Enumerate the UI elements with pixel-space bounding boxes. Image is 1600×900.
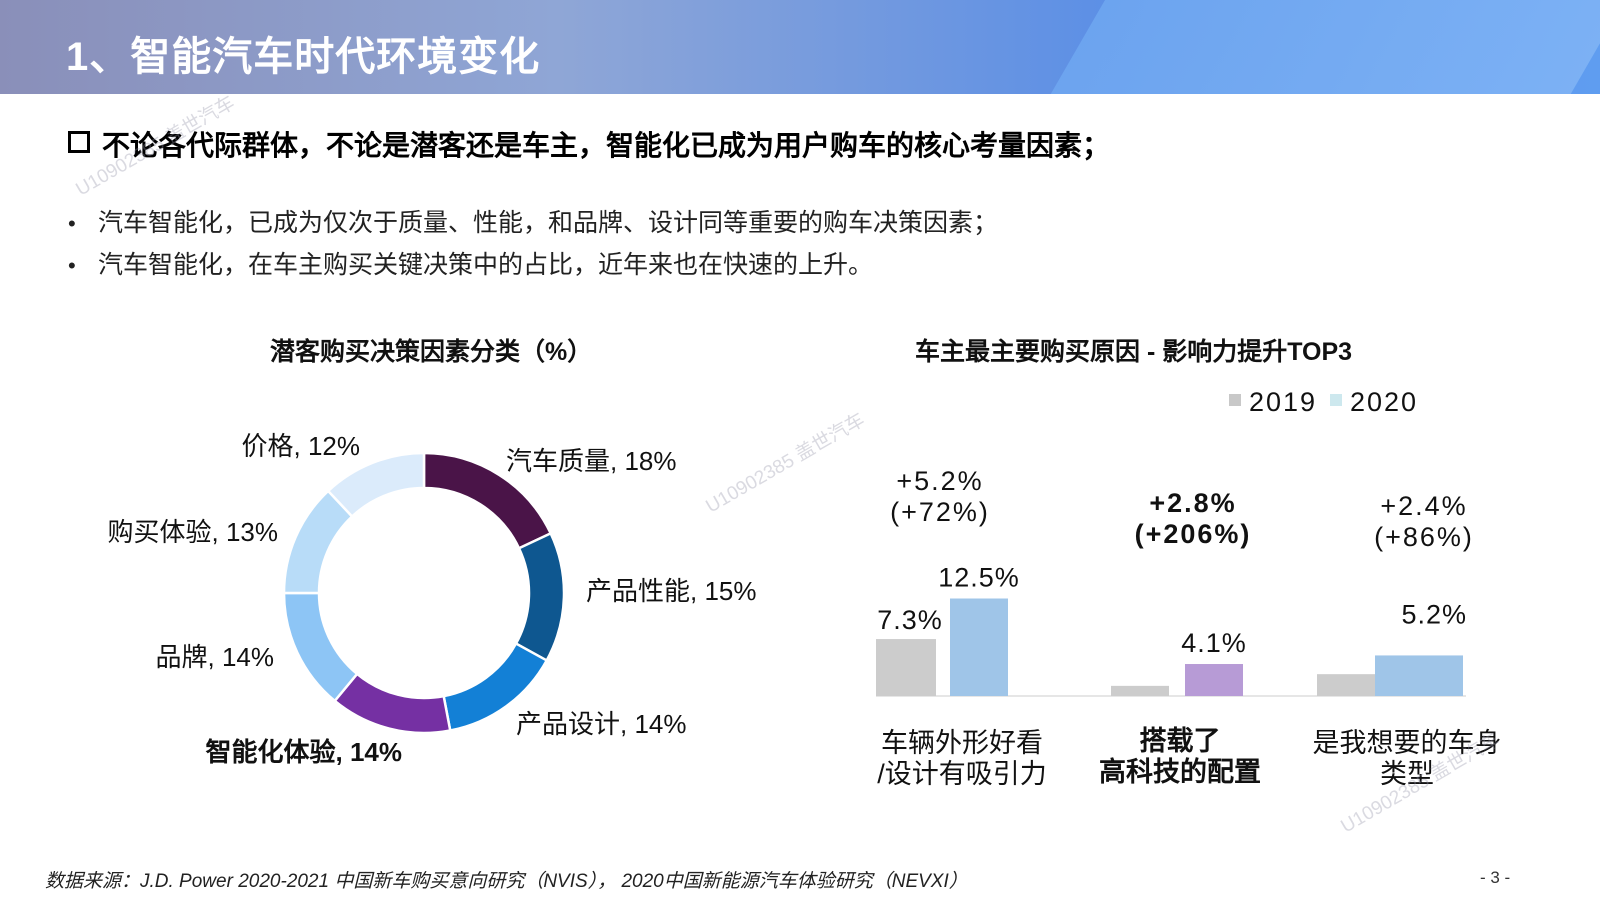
donut-slice-label: 产品设计, 14% bbox=[516, 709, 687, 739]
donut-slice bbox=[282, 591, 359, 703]
header-banner: 1、智能汽车时代环境变化 bbox=[0, 0, 1600, 94]
page-title: 1、智能汽车时代环境变化 bbox=[66, 35, 541, 79]
donut-slice bbox=[333, 672, 452, 735]
bar-2020 bbox=[1375, 655, 1463, 696]
bullet-item: • 汽车智能化，已成为仅次于质量、性能，和品牌、设计同等重要的购车决策因素； bbox=[68, 202, 998, 244]
category-label: /设计有吸引力 bbox=[877, 759, 1047, 789]
category-label: 类型 bbox=[1380, 759, 1434, 789]
category-label: 车辆外形好看 bbox=[881, 728, 1043, 758]
increase-label: (+86%) bbox=[1374, 522, 1474, 552]
legend-swatch-2020 bbox=[1330, 394, 1342, 406]
bar-2019 bbox=[1317, 674, 1377, 696]
bar-2020 bbox=[950, 598, 1008, 696]
donut-slice bbox=[326, 451, 426, 519]
bullet-dot-icon: • bbox=[68, 211, 76, 236]
donut-slice-label: 购买体验, 13% bbox=[108, 517, 279, 547]
source-note: 数据来源：J.D. Power 2020-2021 中国新车购买意向研究（NVI… bbox=[45, 871, 968, 892]
headline: 不论各代际群体，不论是潜客还是车主，智能化已成为用户购车的核心考量因素； bbox=[68, 124, 1110, 164]
bar-value-label: 5.2% bbox=[1401, 599, 1467, 629]
bullet-item: • 汽车智能化，在车主购买关键决策中的占比，近年来也在快速的上升。 bbox=[68, 244, 998, 286]
bar-value-label: 4.1% bbox=[1181, 628, 1247, 658]
bar-value-label: 12.5% bbox=[938, 563, 1020, 593]
donut-slice-label: 汽车质量, 18% bbox=[506, 446, 677, 476]
legend-label-2019: 2019 bbox=[1249, 387, 1317, 417]
bullet-text: 汽车智能化，在车主购买关键决策中的占比，近年来也在快速的上升。 bbox=[98, 251, 874, 279]
donut-slice bbox=[514, 531, 566, 663]
bar-2019 bbox=[876, 639, 936, 696]
increase-label: +5.2% bbox=[896, 466, 983, 496]
increase-label: +2.8% bbox=[1149, 488, 1236, 518]
bullet-dot-icon: • bbox=[68, 253, 76, 278]
page-number: - 3 - bbox=[1480, 868, 1511, 887]
increase-label: (+206%) bbox=[1135, 519, 1252, 549]
bar-chart-title: 车主最主要购买原因 - 影响力提升TOP3 bbox=[915, 338, 1353, 366]
bullet-text: 汽车智能化，已成为仅次于质量、性能，和品牌、设计同等重要的购车决策因素； bbox=[98, 209, 999, 237]
legend-swatch-2019 bbox=[1229, 394, 1241, 406]
bar-2019 bbox=[1111, 685, 1169, 696]
increase-label: +2.4% bbox=[1380, 491, 1467, 521]
increase-label: (+72%) bbox=[890, 497, 990, 527]
category-label: 高科技的配置 bbox=[1099, 756, 1261, 787]
square-bullet-icon bbox=[68, 131, 90, 153]
donut-slice-label: 产品性能, 15% bbox=[586, 576, 757, 606]
donut-slice-label: 价格, 12% bbox=[242, 431, 361, 461]
bullet-list: • 汽车智能化，已成为仅次于质量、性能，和品牌、设计同等重要的购车决策因素； • 汽… bbox=[68, 202, 998, 286]
donut-slice-label: 品牌, 14% bbox=[156, 642, 275, 672]
category-label: 搭载了 bbox=[1140, 726, 1221, 756]
category-label: 是我想要的车身 bbox=[1313, 728, 1502, 758]
headline-text: 不论各代际群体，不论是潜客还是车主，智能化已成为用户购车的核心考量因素； bbox=[102, 130, 1111, 161]
donut-chart-title: 潜客购买决策因素分类（%） bbox=[270, 338, 593, 366]
bar-2020 bbox=[1185, 664, 1243, 696]
legend-label-2020: 2020 bbox=[1350, 387, 1418, 417]
bar-value-label: 7.3% bbox=[877, 605, 943, 635]
donut-slice-label: 智能化体验, 14% bbox=[206, 737, 403, 767]
